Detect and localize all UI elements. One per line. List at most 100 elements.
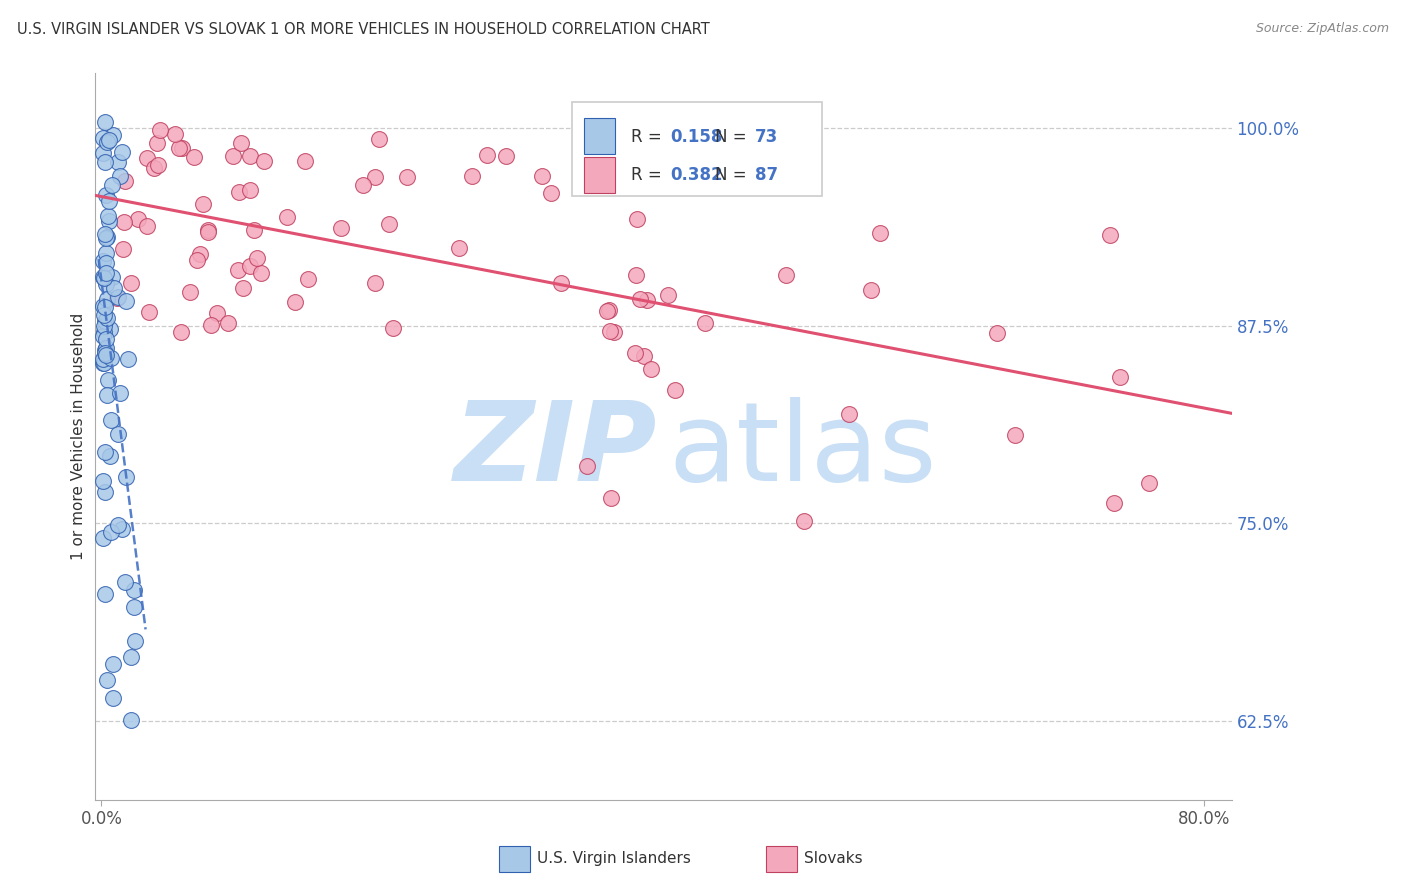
- Point: [217, 316, 239, 330]
- Point: [591, 157, 613, 171]
- Point: [91, 356, 114, 370]
- Point: [98, 213, 121, 227]
- Point: [447, 241, 470, 255]
- Point: [531, 169, 554, 183]
- Point: [94, 485, 117, 500]
- Text: U.S. VIRGIN ISLANDER VS SLOVAK 1 OR MORE VEHICLES IN HOUSEHOLD CORRELATION CHART: U.S. VIRGIN ISLANDER VS SLOVAK 1 OR MORE…: [17, 22, 710, 37]
- Point: [108, 385, 131, 400]
- Point: [146, 136, 169, 151]
- Text: Slovaks: Slovaks: [804, 852, 863, 866]
- Point: [540, 186, 562, 201]
- Point: [97, 133, 120, 147]
- Point: [91, 474, 114, 488]
- Point: [986, 326, 1008, 340]
- Point: [97, 373, 120, 387]
- Text: 0.382: 0.382: [671, 167, 723, 185]
- Text: atlas: atlas: [669, 397, 938, 504]
- Point: [602, 325, 624, 339]
- Point: [98, 194, 121, 208]
- Point: [122, 599, 145, 614]
- Text: R =: R =: [631, 128, 668, 146]
- Text: Source: ZipAtlas.com: Source: ZipAtlas.com: [1256, 22, 1389, 36]
- Point: [94, 346, 117, 360]
- Point: [191, 196, 214, 211]
- Point: [297, 272, 319, 286]
- Point: [93, 155, 115, 169]
- Point: [94, 230, 117, 244]
- Point: [276, 210, 298, 224]
- Point: [96, 135, 118, 149]
- Point: [226, 263, 249, 277]
- Point: [626, 211, 648, 226]
- Point: [101, 128, 124, 142]
- Point: [205, 306, 228, 320]
- Point: [136, 151, 159, 165]
- Point: [115, 470, 138, 484]
- Point: [100, 351, 122, 365]
- Point: [475, 147, 498, 161]
- Text: ZIP: ZIP: [454, 397, 658, 504]
- Point: [229, 136, 252, 151]
- Text: N =: N =: [716, 167, 752, 185]
- Point: [93, 325, 115, 339]
- Point: [1137, 476, 1160, 491]
- Point: [101, 657, 124, 671]
- Point: [111, 242, 134, 256]
- Point: [626, 268, 648, 282]
- Point: [1098, 228, 1121, 243]
- Point: [120, 276, 142, 290]
- Point: [146, 157, 169, 171]
- Point: [599, 324, 621, 338]
- Point: [96, 388, 118, 402]
- Point: [197, 225, 219, 239]
- Point: [91, 299, 114, 313]
- Point: [93, 314, 115, 328]
- Point: [94, 300, 117, 314]
- Point: [120, 649, 142, 664]
- Point: [114, 173, 136, 187]
- Point: [232, 281, 254, 295]
- Point: [117, 352, 139, 367]
- Point: [633, 349, 655, 363]
- Point: [243, 223, 266, 237]
- Point: [636, 293, 658, 308]
- Point: [97, 209, 120, 223]
- Point: [460, 169, 482, 183]
- Point: [775, 268, 797, 282]
- Point: [94, 341, 117, 355]
- Point: [598, 303, 620, 318]
- Point: [91, 146, 114, 161]
- Point: [91, 131, 114, 145]
- Point: [108, 169, 131, 184]
- Point: [111, 145, 134, 159]
- Point: [495, 149, 517, 163]
- Point: [94, 266, 117, 280]
- Point: [111, 522, 134, 536]
- Point: [93, 355, 115, 369]
- Point: [793, 514, 815, 528]
- Point: [107, 518, 129, 533]
- Point: [239, 183, 262, 197]
- Point: [96, 673, 118, 687]
- Point: [329, 220, 352, 235]
- Point: [170, 141, 193, 155]
- Point: [96, 277, 118, 291]
- Point: [94, 332, 117, 346]
- Point: [93, 587, 115, 601]
- Point: [124, 583, 146, 598]
- Point: [96, 187, 118, 202]
- FancyBboxPatch shape: [583, 156, 616, 193]
- Point: [91, 253, 114, 268]
- Point: [378, 217, 401, 231]
- Point: [183, 150, 205, 164]
- Point: [107, 290, 129, 304]
- Point: [98, 449, 121, 463]
- Point: [94, 256, 117, 270]
- Point: [167, 141, 190, 155]
- Point: [93, 271, 115, 285]
- Point: [101, 269, 124, 284]
- Point: [228, 185, 250, 199]
- Point: [197, 223, 219, 237]
- Point: [600, 120, 623, 135]
- Point: [127, 211, 149, 226]
